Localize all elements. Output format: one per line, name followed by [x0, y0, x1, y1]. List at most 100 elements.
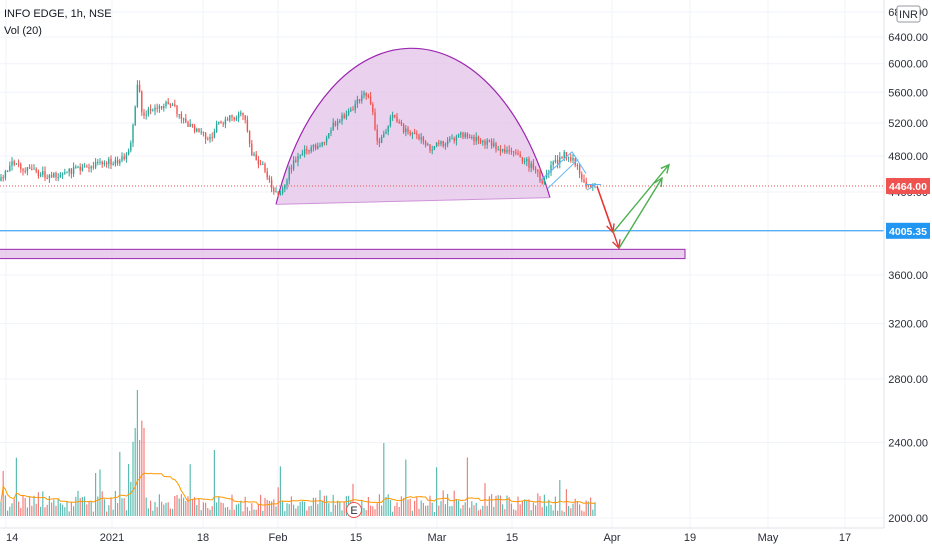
volume-bar	[26, 507, 28, 516]
candle-body	[174, 104, 176, 106]
volume-bar	[233, 509, 235, 516]
candle-body	[90, 166, 92, 169]
volume-bar	[543, 494, 545, 516]
volume-bar	[235, 504, 237, 516]
volume-bar	[216, 502, 218, 516]
volume-bar	[209, 509, 211, 516]
volume-bar	[519, 504, 521, 516]
time-axis[interactable]: 14 2021 18 Feb 15 Mar 15 Apr 19 May 17	[0, 527, 932, 550]
volume-bar	[330, 511, 332, 516]
candle-body	[523, 161, 526, 163]
candle-body	[290, 167, 293, 169]
volume-bar	[97, 496, 99, 516]
time-tick-label: 18	[197, 532, 209, 544]
volume-bar	[42, 491, 44, 516]
volume-bar	[321, 501, 323, 516]
currency-button[interactable]: INR	[896, 5, 921, 23]
candle-body	[471, 136, 473, 139]
candle-body	[31, 168, 33, 170]
volume-bar	[101, 491, 103, 516]
candle-body	[123, 156, 125, 160]
price-tick-label: 6000.00	[888, 59, 928, 71]
volume-bar	[106, 511, 108, 516]
candle-body	[369, 96, 372, 105]
volume-bar	[2, 470, 4, 516]
volume-bar	[92, 511, 94, 516]
volume-bar	[0, 501, 2, 516]
volume-bar	[114, 490, 116, 516]
volume-bar	[403, 498, 405, 516]
earnings-event-marker	[346, 502, 362, 518]
volume-bar	[466, 457, 468, 516]
volume-bar	[31, 505, 33, 516]
volume-bar	[86, 504, 88, 516]
candle-body	[407, 128, 409, 133]
volume-bar	[590, 497, 592, 516]
candle-body	[409, 132, 411, 135]
candle-body	[6, 171, 9, 173]
volume-bar	[546, 506, 548, 516]
candle-body	[319, 145, 321, 147]
volume-bar	[554, 496, 556, 516]
volume-bar	[240, 500, 242, 516]
candle-body	[218, 121, 220, 124]
cup-pattern	[275, 47, 551, 205]
candle-body	[171, 104, 174, 106]
candle-body	[211, 137, 213, 139]
candle-body	[0, 177, 2, 181]
candle-body	[482, 140, 484, 143]
volume-bar	[255, 509, 257, 516]
volume-bar	[128, 464, 130, 516]
candle-body	[310, 147, 312, 152]
volume-bar	[200, 510, 202, 516]
candle-body	[180, 113, 183, 119]
volume-bar	[427, 505, 429, 516]
candle-body	[424, 141, 427, 146]
currency-label: INR	[899, 9, 918, 21]
volume-bar	[576, 501, 578, 516]
volume-bar	[112, 509, 114, 516]
volume-bar	[392, 511, 394, 516]
volume-bar	[176, 494, 178, 516]
candle-body	[440, 141, 442, 144]
candle-body	[449, 138, 451, 141]
volume-bar	[482, 505, 484, 516]
volume-bar	[451, 505, 453, 516]
candle-body	[526, 159, 528, 162]
volume-bar	[515, 510, 517, 516]
candle-body	[121, 156, 123, 161]
volume-bar	[62, 504, 64, 516]
volume-bar	[290, 496, 292, 516]
candle-body	[22, 168, 24, 171]
volume-bar	[174, 496, 176, 516]
candle-body	[17, 163, 20, 165]
volume-bar	[66, 501, 68, 516]
volume-bar	[517, 496, 519, 516]
candle-body	[438, 142, 440, 144]
candle-body	[565, 152, 568, 159]
volume-bar	[172, 508, 174, 516]
candle-body	[376, 129, 378, 141]
candle-body	[497, 149, 499, 151]
channel-line-upper	[539, 151, 573, 182]
volume-bar	[110, 497, 112, 516]
volume-bar	[266, 499, 268, 516]
volume-bar	[11, 503, 13, 516]
candle-body	[583, 179, 585, 182]
candle-body	[169, 104, 172, 106]
candle-body	[11, 161, 13, 166]
volume-bar	[458, 500, 460, 516]
candle-body	[92, 166, 95, 168]
candle-body	[187, 122, 189, 127]
price-axis[interactable]: 2000.002400.002800.003200.003600.004000.…	[883, 0, 930, 528]
candle-body	[50, 175, 53, 178]
volume-bar	[152, 510, 154, 516]
volume-bar	[440, 501, 442, 516]
volume-bar	[29, 496, 31, 516]
candle-body	[446, 140, 449, 145]
volume-bar	[326, 495, 328, 516]
candle-body	[411, 133, 414, 135]
candle-body	[213, 131, 216, 138]
